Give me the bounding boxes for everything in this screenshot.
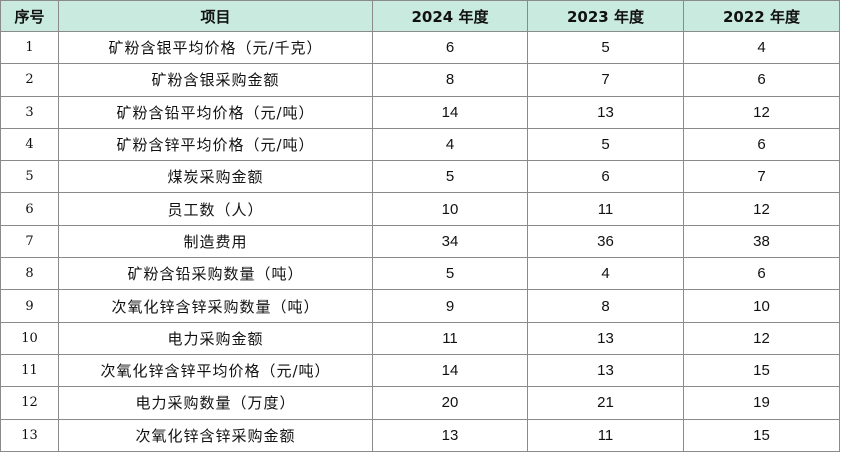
cell-2024: 11	[372, 321, 528, 355]
cell-2024: 14	[372, 353, 528, 388]
cell-2022: 12	[683, 95, 840, 129]
cell-2024: 6	[372, 30, 528, 65]
header-year-2022: 2022 年度	[683, 0, 840, 32]
cell-2024: 10	[372, 192, 528, 226]
table-row: 4 矿粉含锌平均价格（元/吨） 4 5 6	[0, 127, 840, 162]
cell-item: 制造费用	[58, 224, 373, 259]
cell-2022: 6	[683, 257, 840, 291]
cell-2024: 9	[372, 289, 528, 323]
table-row: 10 电力采购金额 11 13 12	[0, 321, 840, 355]
cell-2023: 13	[527, 95, 684, 129]
cell-2022: 7	[683, 160, 840, 194]
cell-index: 1	[0, 30, 59, 65]
cell-item: 电力采购金额	[58, 321, 373, 355]
header-index: 序号	[0, 0, 59, 32]
cell-2024: 8	[372, 63, 528, 97]
cell-item: 电力采购数量（万度）	[58, 386, 373, 420]
cell-index: 11	[0, 353, 59, 388]
header-year-2023: 2023 年度	[527, 0, 684, 32]
cell-2022: 6	[683, 127, 840, 162]
cell-2023: 11	[527, 192, 684, 226]
cell-2023: 13	[527, 353, 684, 388]
table-row: 7 制造费用 34 36 38	[0, 224, 840, 259]
cell-index: 13	[0, 418, 59, 452]
cell-2022: 19	[683, 386, 840, 420]
header-item: 项目	[58, 0, 373, 32]
table-row: 6 员工数（人） 10 11 12	[0, 192, 840, 226]
table-row: 2 矿粉含银采购金额 8 7 6	[0, 63, 840, 97]
cell-index: 10	[0, 321, 59, 355]
cell-2023: 5	[527, 127, 684, 162]
cell-2022: 10	[683, 289, 840, 323]
cell-2023: 36	[527, 224, 684, 259]
cell-item: 煤炭采购金额	[58, 160, 373, 194]
cell-index: 7	[0, 224, 59, 259]
table-row: 3 矿粉含铅平均价格（元/吨） 14 13 12	[0, 95, 840, 129]
cell-2024: 4	[372, 127, 528, 162]
cell-index: 12	[0, 386, 59, 420]
cell-2023: 8	[527, 289, 684, 323]
header-year-2024: 2024 年度	[372, 0, 528, 32]
cell-2022: 12	[683, 321, 840, 355]
cell-2024: 34	[372, 224, 528, 259]
cell-2022: 6	[683, 63, 840, 97]
cell-item: 次氧化锌含锌平均价格（元/吨）	[58, 353, 373, 388]
cell-2023: 4	[527, 257, 684, 291]
cell-item: 矿粉含铅平均价格（元/吨）	[58, 95, 373, 129]
cell-index: 6	[0, 192, 59, 226]
table-row: 1 矿粉含银平均价格（元/千克） 6 5 4	[0, 30, 840, 65]
cell-item: 矿粉含锌平均价格（元/吨）	[58, 127, 373, 162]
table-row: 12 电力采购数量（万度） 20 21 19	[0, 386, 840, 420]
cell-2023: 11	[527, 418, 684, 452]
cell-2023: 5	[527, 30, 684, 65]
cell-2023: 13	[527, 321, 684, 355]
cell-item: 矿粉含银采购金额	[58, 63, 373, 97]
cell-2024: 5	[372, 257, 528, 291]
cell-item: 次氧化锌含锌采购金额	[58, 418, 373, 452]
cell-2023: 7	[527, 63, 684, 97]
cell-index: 9	[0, 289, 59, 323]
cell-index: 8	[0, 257, 59, 291]
cell-index: 5	[0, 160, 59, 194]
table-row: 5 煤炭采购金额 5 6 7	[0, 160, 840, 194]
table-row: 9 次氧化锌含锌采购数量（吨） 9 8 10	[0, 289, 840, 323]
cell-2024: 5	[372, 160, 528, 194]
table-row: 8 矿粉含铅采购数量（吨） 5 4 6	[0, 257, 840, 291]
table-body: 1 矿粉含银平均价格（元/千克） 6 5 4 2 矿粉含银采购金额 8 7 6 3 矿粉含铅平均价格（…	[0, 30, 840, 452]
cell-index: 4	[0, 127, 59, 162]
cell-item: 次氧化锌含锌采购数量（吨）	[58, 289, 373, 323]
cell-item: 矿粉含银平均价格（元/千克）	[58, 30, 373, 65]
cell-item: 矿粉含铅采购数量（吨）	[58, 257, 373, 291]
cell-2022: 38	[683, 224, 840, 259]
cell-item: 员工数（人）	[58, 192, 373, 226]
cell-index: 3	[0, 95, 59, 129]
cell-2023: 21	[527, 386, 684, 420]
cell-2022: 4	[683, 30, 840, 65]
table-header-row: 序号 项目 2024 年度 2023 年度 2022 年度	[0, 0, 840, 32]
cell-2024: 13	[372, 418, 528, 452]
cell-2023: 6	[527, 160, 684, 194]
cell-index: 2	[0, 63, 59, 97]
cell-2024: 14	[372, 95, 528, 129]
table-row: 13 次氧化锌含锌采购金额 13 11 15	[0, 418, 840, 452]
cell-2022: 15	[683, 418, 840, 452]
cell-2024: 20	[372, 386, 528, 420]
table-row: 11 次氧化锌含锌平均价格（元/吨） 14 13 15	[0, 353, 840, 388]
cell-2022: 12	[683, 192, 840, 226]
cell-2022: 15	[683, 353, 840, 388]
